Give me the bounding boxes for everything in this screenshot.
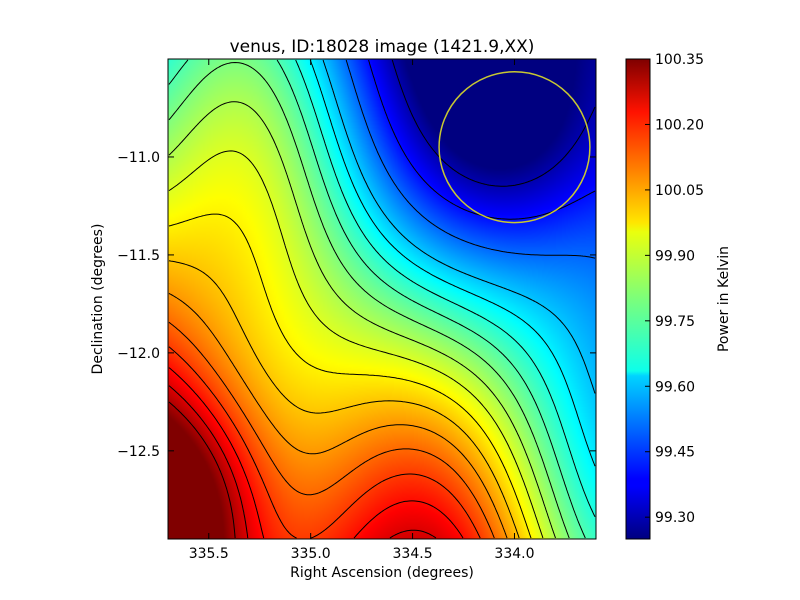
colorbar-tick-label: 99.60 [655,379,695,395]
contour-line [168,150,544,539]
contour-line [168,101,556,539]
contour-line [168,346,481,539]
contour-line [391,59,596,187]
contour-line [345,59,596,259]
colorbar-tick-label: 100.35 [655,52,704,68]
y-tick-label: −11.5 [117,248,160,264]
plot-area [167,58,597,540]
contour-line [168,62,570,539]
contour-line [322,59,596,394]
y-tick-label: −11.0 [117,150,160,166]
contour-line [168,321,495,539]
colorbar-tick-label: 99.75 [655,314,695,330]
x-axis: 335.5 335.0 334.5 334.0 [189,59,535,562]
y-tick-label: −12.5 [117,444,160,460]
contour-lines [168,59,596,539]
colorbar-tick-label: 100.20 [655,117,704,133]
y-axis-label: Declination (degrees) [90,224,106,375]
contour-line [168,401,236,539]
y-tick-label: −12.0 [117,346,160,362]
colorbar-gradient [626,59,650,539]
x-tick-label: 335.0 [291,546,331,562]
chart-title: venus, ID:18028 image (1421.9,XX) [230,37,535,57]
contour-line [295,59,596,518]
contour-line [168,385,437,539]
colorbar-tick-label: 99.30 [655,510,695,526]
colorbar: 100.35 100.20 100.05 99.90 99.75 99.60 99.45 99… [625,52,732,540]
colorbar-tick-label: 100.05 [655,183,704,199]
contour-line [168,59,586,539]
plot-frame [167,58,597,540]
heatmap-field [168,59,596,539]
contour-line [168,292,508,539]
y-axis: −11.0 −11.5 −12.0 −12.5 [117,150,596,460]
x-tick-label: 334.5 [393,546,433,562]
contour-line [168,213,532,539]
contour-line [368,59,596,220]
colorbar-label: Power in Kelvin [716,246,732,352]
colorbar-tick-label: 99.45 [655,445,695,461]
x-tick-label: 335.5 [189,546,229,562]
x-tick-label: 334.0 [494,546,534,562]
colorbar-tick-label: 99.90 [655,248,695,264]
x-axis-label: Right Ascension (degrees) [290,565,474,581]
contour-line [168,367,464,539]
source-marker-circle [438,71,591,224]
colorbar-frame [625,58,651,540]
contour-line [168,260,520,539]
colorbar-ticks: 100.35 100.20 100.05 99.90 99.75 99.60 99.45 99… [645,52,704,526]
